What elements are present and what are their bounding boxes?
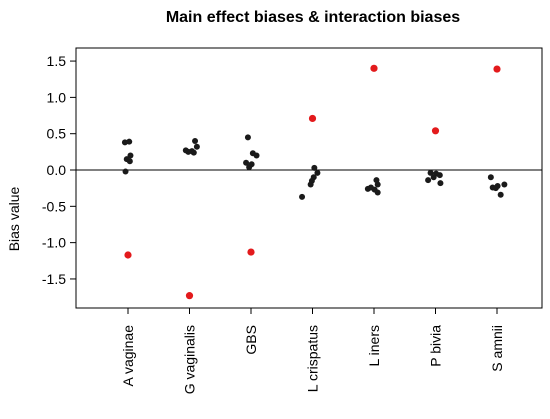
y-tick-label: 1.0 xyxy=(47,89,67,105)
y-tick-label: -0.5 xyxy=(42,198,66,214)
main-effect-bias-point xyxy=(307,181,314,188)
main-effect-bias-point xyxy=(253,152,260,159)
x-tick-label: G vaginalis xyxy=(182,325,198,394)
interaction-bias-point xyxy=(308,114,317,123)
y-tick-label: -1.5 xyxy=(42,271,66,287)
main-effect-bias-point xyxy=(192,137,199,144)
main-effect-bias-point xyxy=(425,177,432,184)
main-effect-bias-point xyxy=(193,143,200,150)
main-effect-bias-point xyxy=(437,180,444,187)
main-effect-bias-point xyxy=(430,174,437,181)
main-effect-bias-point xyxy=(436,172,443,179)
x-tick-label: S amnii xyxy=(489,325,505,372)
x-tick-label: L crispatus xyxy=(305,325,321,392)
main-effect-bias-point xyxy=(501,181,508,188)
y-tick-label: -1.0 xyxy=(42,235,66,251)
y-axis-label: Bias value xyxy=(6,186,22,251)
x-tick-label: GBS xyxy=(243,325,259,355)
x-tick-label: L iners xyxy=(366,325,382,367)
main-effect-bias-point xyxy=(497,191,504,198)
x-tick-label: A vaginae xyxy=(120,325,136,387)
interaction-bias-point xyxy=(185,292,194,300)
y-tick-label: 1.5 xyxy=(47,53,67,69)
main-effect-bias-point xyxy=(126,158,133,165)
main-effect-bias-point xyxy=(492,185,499,192)
interaction-bias-point xyxy=(493,65,501,73)
main-effect-bias-point xyxy=(314,169,321,176)
main-effect-bias-point xyxy=(127,152,134,159)
main-effect-bias-point xyxy=(311,164,318,171)
main-effect-bias-point xyxy=(374,181,381,188)
main-effect-bias-point xyxy=(299,193,306,200)
y-tick-label: 0.0 xyxy=(47,162,67,178)
main-effect-bias-point xyxy=(190,149,197,156)
chart-title: Main effect biases & interaction biases xyxy=(166,9,460,26)
x-tick-label: P bivia xyxy=(428,325,444,367)
y-tick-label: 0.5 xyxy=(47,126,67,142)
main-effect-bias-point xyxy=(246,164,253,171)
plot-frame xyxy=(75,47,543,309)
interaction-bias-point xyxy=(247,248,255,256)
main-effect-bias-point xyxy=(487,174,494,181)
interaction-bias-point xyxy=(124,251,132,259)
main-effect-bias-point xyxy=(374,189,381,196)
main-effect-bias-point xyxy=(126,138,133,145)
main-effect-bias-point xyxy=(364,185,371,192)
main-effect-bias-point xyxy=(427,169,434,176)
main-effect-bias-point xyxy=(185,148,192,155)
main-effect-bias-point xyxy=(244,134,251,141)
interaction-bias-point xyxy=(431,127,440,135)
plot-area: -1.5 -1.0 -0.5 0.0 0.5 1.0 1.5 A vaginae G vagin… xyxy=(42,47,543,394)
main-effect-bias-point xyxy=(122,168,129,175)
interaction-bias-point xyxy=(370,64,378,72)
main-effect-bias-point xyxy=(243,159,250,166)
